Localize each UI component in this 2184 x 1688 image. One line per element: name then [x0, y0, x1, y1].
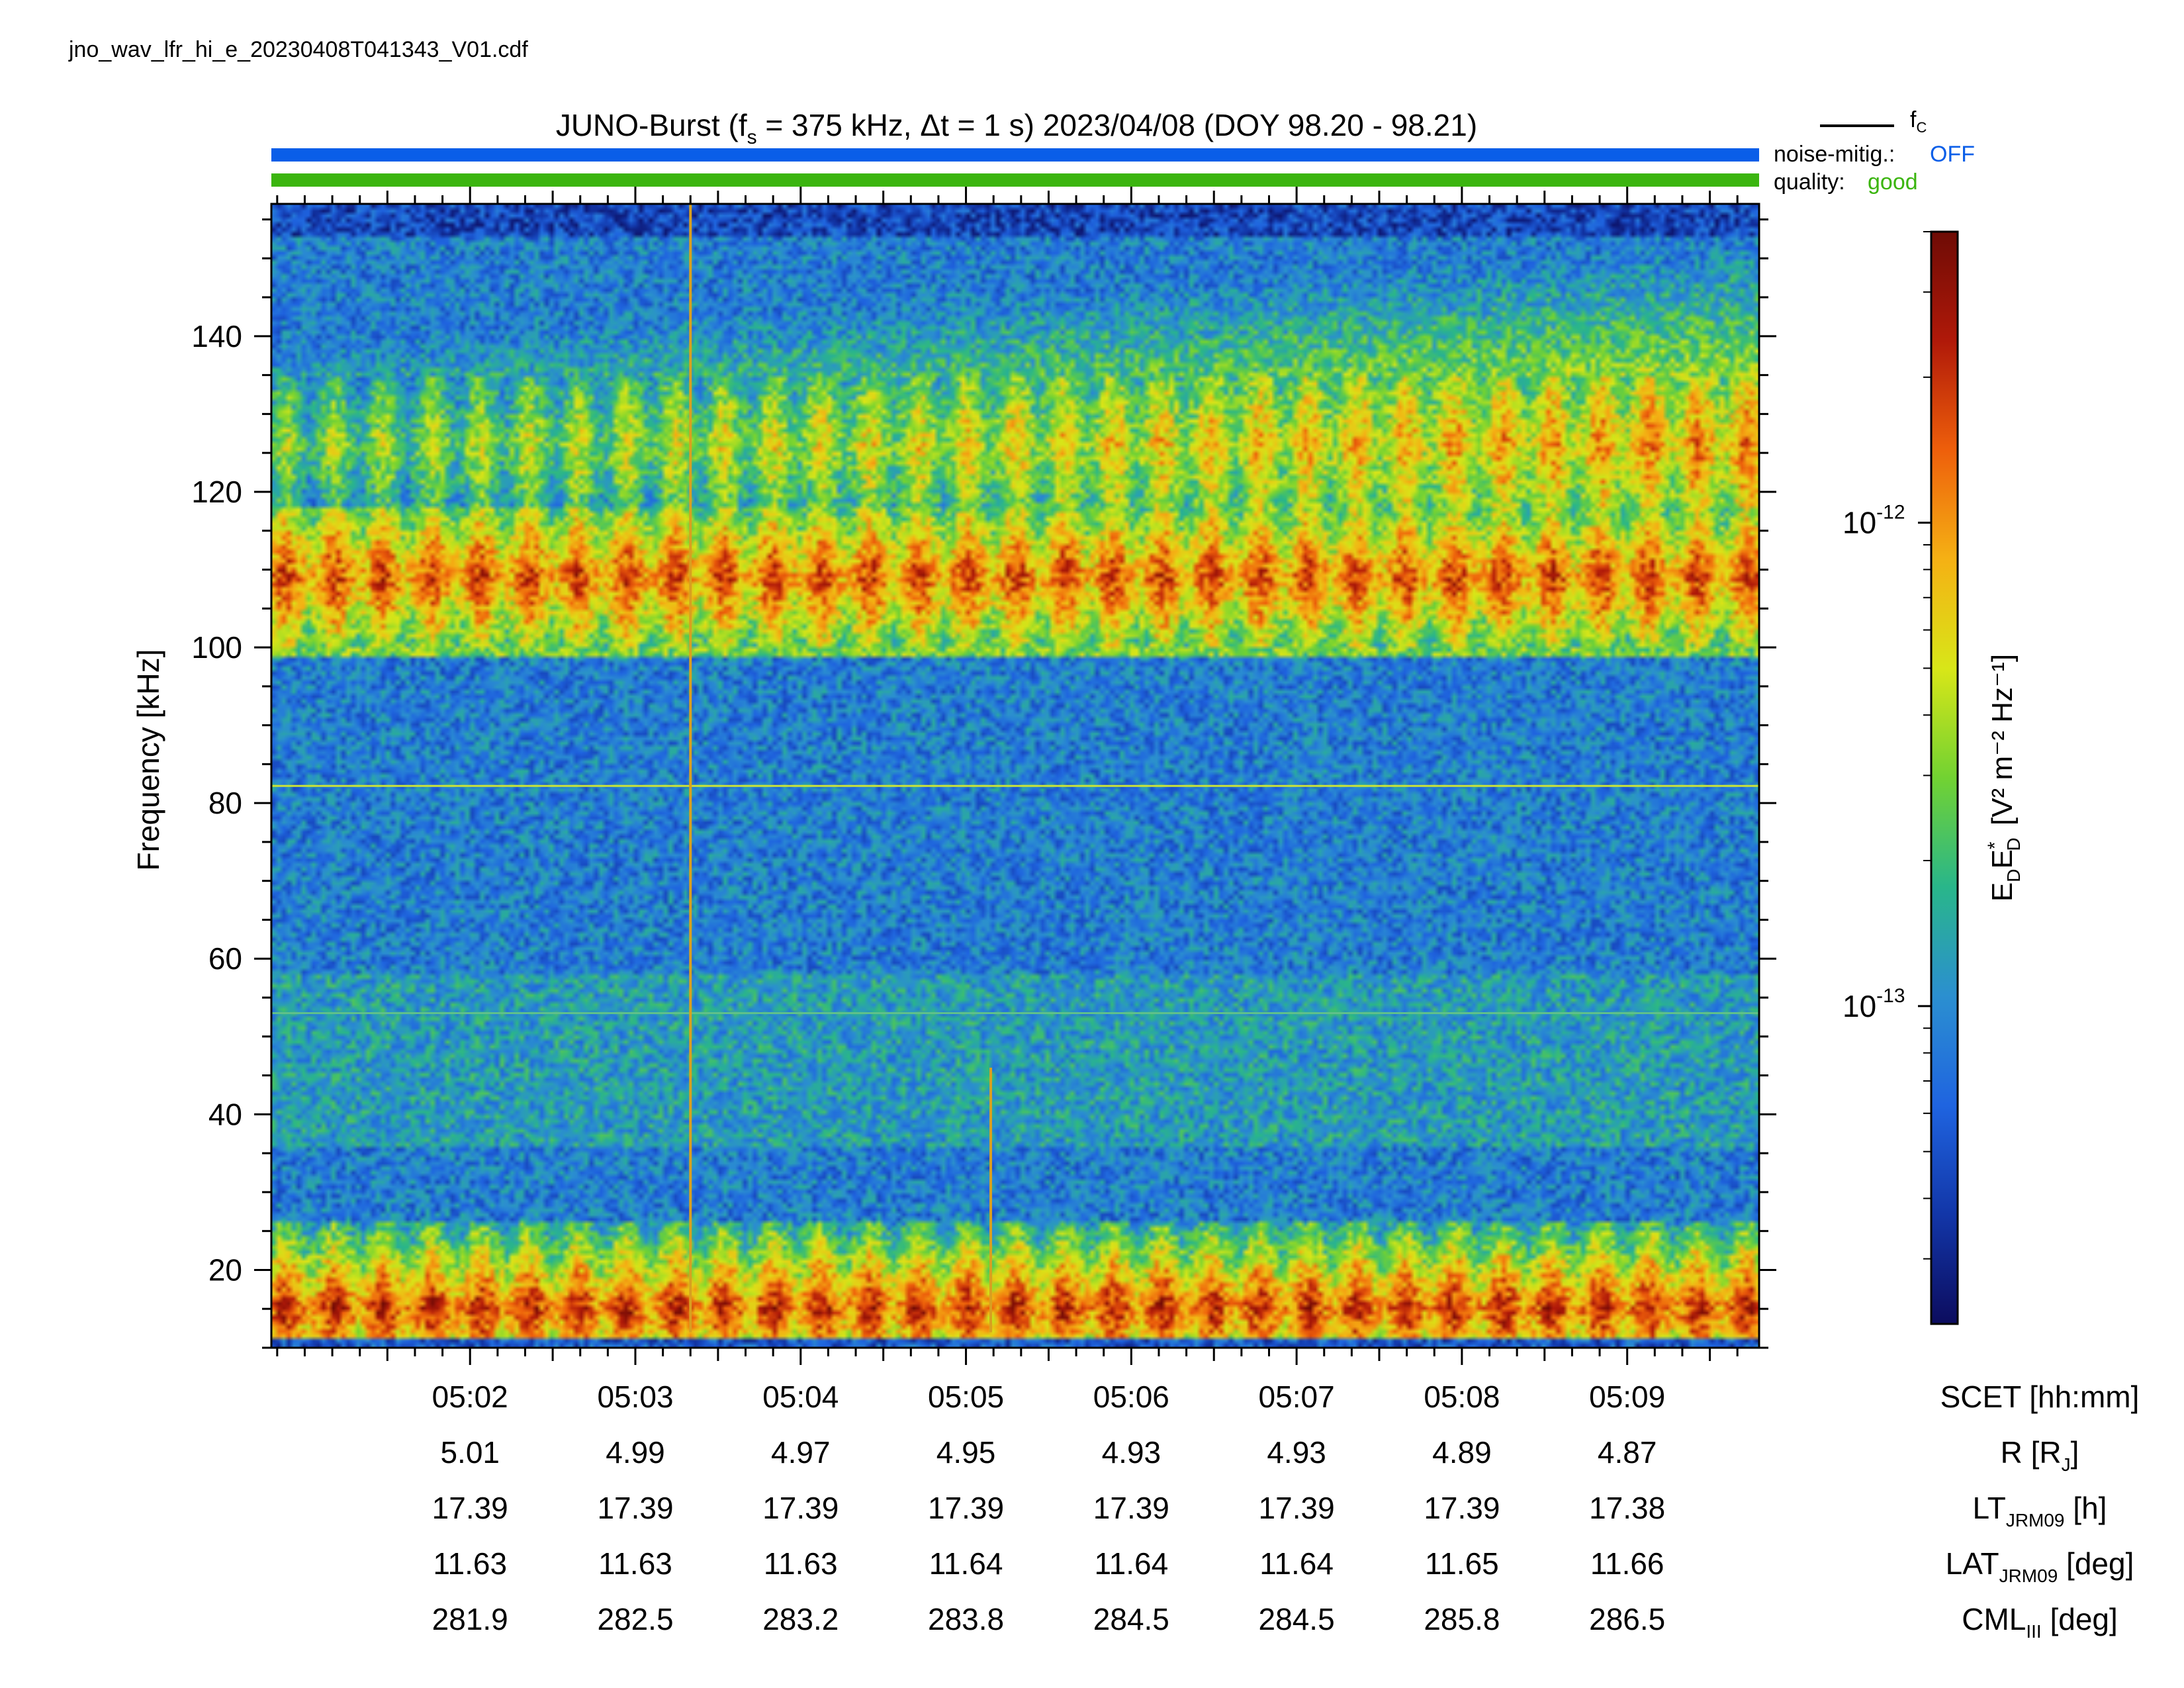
- ephemeris-value-lt: 17.39: [1259, 1491, 1335, 1525]
- ephemeris-value-scet: 05:07: [1259, 1380, 1335, 1414]
- ephemeris-value-lt: 17.38: [1589, 1491, 1665, 1525]
- plot-frame: [270, 203, 1760, 1349]
- ephemeris-value-r: 5.01: [440, 1435, 500, 1470]
- ephemeris-value-r: 4.99: [606, 1435, 665, 1470]
- ephemeris-value-lat: 11.64: [929, 1546, 1003, 1581]
- ephemeris-value-scet: 05:04: [762, 1380, 839, 1414]
- time-axis: [276, 187, 1739, 1365]
- ephemeris-value-lat: 11.63: [433, 1546, 507, 1581]
- fc-legend-label: fC: [1910, 107, 1927, 136]
- noise-mitigation-bar: [271, 148, 1759, 162]
- colorbar: [1930, 230, 1959, 1325]
- ephemeris-value-r: 4.87: [1598, 1435, 1657, 1470]
- ephemeris-value-cml: 284.5: [1259, 1602, 1335, 1636]
- ephemeris-value-lat: 11.65: [1425, 1546, 1499, 1581]
- ephemeris-value-scet: 05:02: [432, 1380, 508, 1414]
- y-tick-label: 140: [191, 319, 242, 353]
- ephemeris-value-lat: 11.64: [1094, 1546, 1168, 1581]
- ephemeris-value-cml: 283.2: [762, 1602, 839, 1636]
- ephemeris-value-scet: 05:05: [928, 1380, 1004, 1414]
- ephemeris-value-cml: 282.5: [597, 1602, 673, 1636]
- ephemeris-value-r: 4.89: [1432, 1435, 1492, 1470]
- ephemeris-value-cml: 284.5: [1093, 1602, 1169, 1636]
- ephemeris-table: 05:02 05:03 05:04 05:05 05:06 05:07 05:08 05:09…: [432, 1380, 2140, 1642]
- colorbar-tick-label: 10-12: [1843, 502, 1905, 540]
- y-tick-label: 20: [208, 1252, 242, 1287]
- colorbar-tick-label: 10-13: [1843, 985, 1905, 1023]
- ephemeris-value-scet: 05:09: [1589, 1380, 1665, 1414]
- ephemeris-value-scet: 05:06: [1093, 1380, 1169, 1414]
- ephemeris-value-lt: 17.39: [928, 1491, 1004, 1525]
- y-tick-label: 80: [208, 786, 242, 820]
- noise-mitig-label: noise-mitig.:: [1774, 142, 1895, 167]
- spectrogram-plot: [270, 203, 1760, 1349]
- ephemeris-value-r: 4.97: [771, 1435, 831, 1470]
- y-axis-label: Frequency [kHz]: [131, 649, 165, 871]
- colorbar-ticks: 10-12 10-13: [1843, 231, 1931, 1260]
- y-tick-label: 100: [191, 630, 242, 665]
- ephemeris-value-r: 4.95: [936, 1435, 996, 1470]
- ephemeris-label-lt: LTJRM09 [h]: [1973, 1491, 2107, 1530]
- spectrogram-image: [271, 204, 1759, 1348]
- ephemeris-value-lat: 11.66: [1590, 1546, 1664, 1581]
- y-tick-label: 120: [191, 475, 242, 509]
- frequency-axis: 20 40 60 80 100 120 140: [191, 218, 1776, 1349]
- quality-value: good: [1868, 169, 1918, 195]
- ephemeris-value-lat: 11.64: [1259, 1546, 1334, 1581]
- y-tick-label: 60: [208, 941, 242, 976]
- noise-mitig-value: OFF: [1930, 142, 1975, 167]
- ephemeris-label-cml: CMLIII [deg]: [1962, 1602, 2118, 1642]
- ephemeris-value-lat: 11.63: [598, 1546, 672, 1581]
- ephemeris-value-scet: 05:03: [597, 1380, 673, 1414]
- file-name: jno_wav_lfr_hi_e_20230408T041343_V01.cdf: [68, 37, 528, 62]
- ephemeris-value-lt: 17.39: [432, 1491, 508, 1525]
- ephemeris-value-cml: 286.5: [1589, 1602, 1665, 1636]
- ephemeris-value-lt: 17.39: [1424, 1491, 1500, 1525]
- quality-label: quality:: [1774, 169, 1845, 195]
- y-tick-label: 40: [208, 1097, 242, 1131]
- ephemeris-value-cml: 281.9: [432, 1602, 508, 1636]
- ephemeris-value-lt: 17.39: [762, 1491, 839, 1525]
- ephemeris-value-scet: 05:08: [1424, 1380, 1500, 1414]
- ephemeris-label-lat: LATJRM09 [deg]: [1946, 1546, 2134, 1586]
- ephemeris-value-r: 4.93: [1102, 1435, 1161, 1470]
- ephemeris-label-r: R [RJ]: [2001, 1435, 2079, 1475]
- ephemeris-value-lat: 11.63: [764, 1546, 838, 1581]
- colorbar-label: EDE*D [V² m⁻² Hz⁻¹]: [1984, 654, 2024, 902]
- ephemeris-value-lt: 17.39: [1093, 1491, 1169, 1525]
- ephemeris-value-cml: 285.8: [1424, 1602, 1500, 1636]
- quality-bar: [271, 173, 1759, 187]
- ephemeris-value-lt: 17.39: [597, 1491, 673, 1525]
- ephemeris-value-cml: 283.8: [928, 1602, 1004, 1636]
- ephemeris-label-scet: SCET [hh:mm]: [1940, 1380, 2140, 1414]
- ephemeris-value-r: 4.93: [1267, 1435, 1326, 1470]
- chart-title: JUNO-Burst (fs = 375 kHz, Δt = 1 s) 2023…: [556, 108, 1477, 148]
- legend: fC noise-mitig.: OFF quality: good: [1774, 107, 1975, 195]
